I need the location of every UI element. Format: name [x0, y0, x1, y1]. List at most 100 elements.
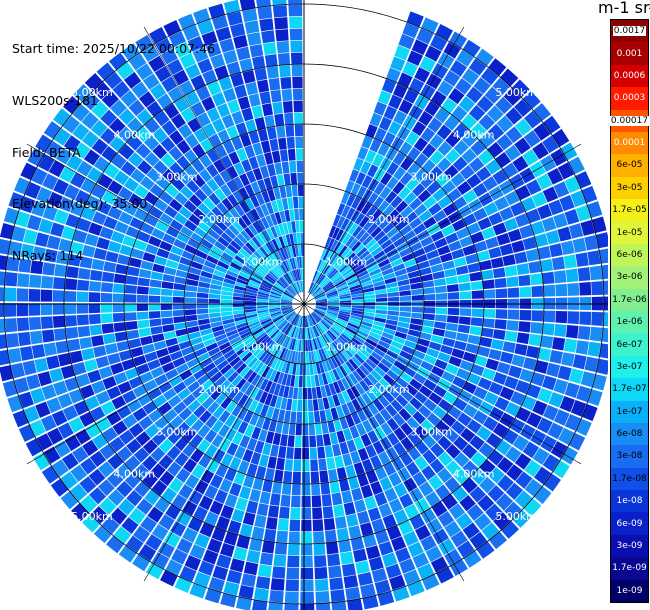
range-gate-cell: [373, 280, 386, 287]
range-gate-cell: [306, 315, 311, 327]
range-gate-cell: [381, 79, 397, 94]
range-gate-cell: [441, 371, 456, 383]
range-gate-cell: [447, 307, 460, 316]
range-gate-cell: [493, 372, 508, 386]
range-gate-cell: [75, 189, 91, 205]
range-gate-cell: [277, 518, 289, 531]
colorbar: 0.0017 0.001 0.0006 0.0003 0.00017 0.0001 6e-0…: [609, 19, 650, 603]
range-gate-cell: [70, 241, 84, 255]
range-gate-cell: [282, 260, 290, 272]
range-gate-cell: [277, 359, 285, 372]
range-gate-cell: [434, 359, 448, 370]
colorbar-segment: 0.0003: [611, 87, 648, 110]
range-gate-cell: [137, 160, 153, 175]
range-gate-cell: [200, 328, 213, 337]
range-gate-cell: [300, 244, 304, 257]
range-gate-cell: [478, 114, 496, 131]
range-gate-cell: [531, 285, 544, 297]
range-gate-cell: [197, 202, 211, 216]
range-gate-cell: [389, 574, 406, 591]
range-gate-cell: [277, 319, 287, 329]
range-gate-cell: [514, 213, 530, 228]
range-gate-cell: [138, 199, 153, 214]
range-gate-cell: [560, 142, 578, 161]
range-gate-cell: [239, 485, 252, 500]
range-gate-cell: [438, 538, 456, 556]
range-gate-cell: [570, 190, 586, 208]
range-gate-cell: [306, 315, 310, 327]
range-gate-cell: [325, 287, 336, 294]
range-gate-cell: [190, 336, 203, 346]
range-gate-cell: [187, 36, 205, 52]
range-gate-cell: [414, 497, 430, 514]
range-gate-cell: [362, 287, 375, 293]
range-gate-cell: [149, 279, 162, 288]
range-gate-cell: [370, 480, 383, 495]
range-gate-cell: [65, 278, 78, 291]
range-gate-cell: [267, 188, 276, 202]
range-gate-cell: [135, 431, 151, 446]
range-gate-cell: [351, 398, 362, 412]
range-gate-cell: [218, 438, 232, 452]
range-gate-cell: [356, 350, 368, 361]
range-gate-cell: [208, 3, 225, 19]
range-gate-cell: [210, 279, 223, 286]
range-gate-cell: [339, 310, 351, 315]
range-gate-cell: [436, 124, 452, 140]
range-gate-cell: [217, 129, 231, 144]
range-gate-cell: [194, 188, 208, 202]
range-gate-cell: [171, 177, 186, 191]
range-gate-cell: [343, 575, 359, 589]
range-gate-cell: [189, 363, 203, 375]
range-gate-cell: [550, 148, 567, 167]
range-gate-cell: [440, 344, 454, 355]
range-gate-cell: [226, 125, 239, 140]
range-gate-cell: [296, 256, 301, 269]
range-gate-cell: [165, 559, 183, 576]
range-gate-cell: [378, 541, 394, 556]
range-gate-cell: [238, 394, 249, 407]
range-gate-cell: [234, 316, 246, 322]
range-gate-cell: [336, 317, 348, 325]
range-gate-cell: [155, 220, 169, 233]
range-gate-cell: [311, 285, 320, 295]
range-gate-cell: [411, 288, 423, 296]
range-gate-cell: [407, 270, 421, 279]
range-gate-cell: [174, 322, 187, 330]
range-gate-cell: [140, 516, 157, 533]
range-gate-cell: [390, 258, 404, 268]
range-gate-cell: [318, 336, 325, 348]
range-gate-cell: [252, 55, 266, 70]
range-gate-cell: [187, 326, 200, 334]
range-gate-cell: [482, 176, 498, 191]
range-gate-cell: [469, 531, 488, 549]
range-gate-cell: [151, 431, 167, 446]
range-gate-cell: [409, 276, 422, 284]
range-gate-cell: [132, 554, 151, 572]
range-gate-cell: [470, 451, 487, 468]
colorbar-label: 0.001: [616, 48, 643, 59]
range-gate-cell: [374, 366, 386, 378]
range-gate-cell: [248, 239, 259, 251]
range-gate-cell: [553, 212, 568, 229]
range-gate-cell: [179, 369, 193, 381]
range-gate-cell: [193, 571, 211, 588]
range-gate-cell: [347, 255, 359, 266]
range-gate-cell: [6, 333, 20, 348]
range-gate-cell: [145, 423, 160, 439]
range-gate-cell: [547, 422, 564, 440]
range-gate-cell: [196, 298, 209, 304]
range-gate-cell: [219, 478, 233, 493]
range-gate-cell: [333, 322, 345, 331]
range-gate-cell: [308, 282, 315, 294]
range-gate-cell: [537, 388, 553, 404]
range-gate-cell: [210, 371, 223, 383]
range-gate-cell: [305, 339, 309, 352]
range-gate-cell: [271, 287, 283, 295]
range-gate-cell: [101, 271, 115, 283]
range-gate-cell: [323, 263, 331, 275]
range-gate-cell: [163, 408, 178, 423]
range-gate-cell: [382, 390, 395, 404]
range-gate-cell: [603, 280, 608, 295]
range-gate-cell: [399, 290, 412, 297]
